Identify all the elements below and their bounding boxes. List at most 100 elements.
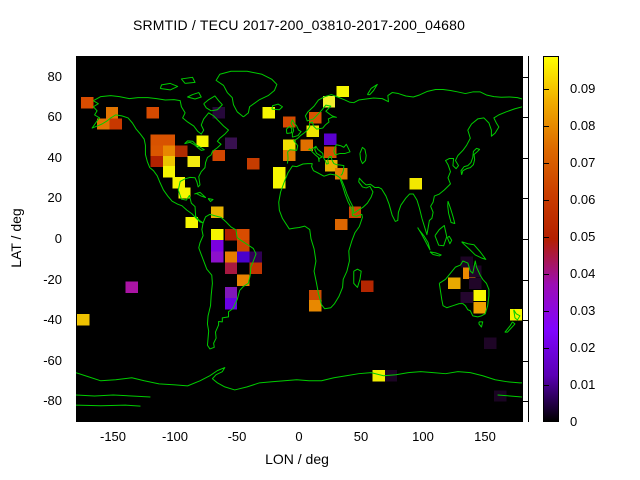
world-heatmap	[76, 56, 523, 421]
y-tick-label: -20	[43, 271, 62, 287]
heatmap-cell	[96, 118, 110, 130]
coastline-path	[76, 395, 150, 397]
heatmap-cell	[473, 302, 486, 314]
heatmap-cell	[162, 146, 175, 158]
coastline-path	[208, 199, 213, 202]
heatmap-cell	[224, 137, 237, 150]
colorbar-tick-label: 0.03	[570, 303, 596, 319]
coastline-path	[447, 237, 451, 245]
heatmap-cell	[325, 160, 338, 172]
coastline-path	[279, 164, 363, 309]
chart-title: SRMTID / TECU 2017-200_03810-2017-200_04…	[132, 17, 466, 33]
right-border-tick-mark	[522, 117, 528, 119]
coastline-path	[272, 104, 283, 110]
heatmap-cell	[246, 158, 260, 170]
coastlines	[76, 72, 522, 407]
heatmap-cell	[212, 107, 225, 119]
heatmap-cell	[212, 150, 225, 162]
heatmap-cell	[162, 156, 175, 168]
coastline-path	[354, 269, 361, 287]
heatmap-cell	[468, 277, 482, 290]
map-plot-area	[75, 56, 524, 422]
coastline-path	[187, 93, 201, 99]
heatmap-cell	[334, 168, 348, 180]
heatmap-cell	[150, 134, 163, 147]
heatmap-cell	[196, 135, 209, 148]
heatmap-cell	[272, 167, 286, 179]
coastline-path	[461, 242, 485, 260]
heatmap-cell	[77, 314, 90, 326]
right-border-tick-mark	[522, 198, 528, 200]
heatmap-cell	[224, 298, 237, 310]
colorbar-tick-label: 0	[570, 414, 578, 430]
y-tick-label: 80	[47, 68, 62, 84]
heatmap-cell	[460, 292, 473, 304]
colorbar-tick-label: 0.06	[570, 192, 596, 208]
heatmap-cell	[282, 150, 296, 162]
colorbar-tick-mark	[543, 384, 549, 386]
coastline-path	[497, 395, 522, 397]
heatmap-cell	[249, 251, 262, 263]
heatmap-cell	[224, 251, 237, 263]
heatmap-cell	[468, 265, 482, 278]
colorbar-tick-mark	[543, 125, 549, 127]
heatmap-cell	[249, 262, 262, 275]
heatmap-cell	[473, 290, 486, 302]
heatmap-cell	[172, 177, 185, 189]
heatmap-cell	[336, 86, 349, 98]
heatmap-cell	[308, 300, 322, 312]
heatmap-cell	[447, 277, 461, 290]
heatmap-cell	[236, 251, 250, 263]
heatmap-cell	[323, 133, 337, 146]
coastline-path	[204, 96, 223, 111]
coastline-path	[194, 193, 205, 198]
heatmap-cell	[493, 390, 507, 402]
coastline-path	[505, 322, 515, 332]
coastline-path	[360, 148, 366, 164]
heatmap-cell	[409, 178, 422, 190]
x-tick-label: 150	[474, 429, 496, 444]
x-tick-label: 0	[295, 429, 303, 444]
colorbar-tick-mark	[543, 347, 549, 349]
right-border-tick-mark	[522, 76, 528, 78]
right-border-tick-mark	[522, 157, 528, 159]
heatmap-cell	[125, 282, 138, 294]
heatmap-cell	[282, 139, 296, 152]
coastline-path	[199, 215, 256, 350]
coastline-path	[287, 90, 522, 164]
coastline-path	[417, 228, 429, 250]
colorbar-tick-mark	[543, 236, 549, 238]
colorbar-tick-label: 0.09	[570, 81, 596, 96]
coastline-path	[160, 84, 177, 90]
colorbar-tick-label: 0.05	[570, 229, 596, 245]
x-axis-label: LON / deg	[265, 451, 329, 467]
right-border-tick-mark	[522, 279, 528, 281]
x-tick-label: -100	[161, 429, 189, 444]
y-tick-label: 60	[47, 109, 62, 125]
heatmap-cell	[236, 240, 250, 252]
heatmap-cell	[483, 337, 497, 350]
heatmap-cell	[323, 147, 337, 159]
coastline-path	[76, 405, 140, 406]
heatmap-cell	[282, 116, 296, 128]
y-tick-label: -40	[43, 312, 62, 328]
y-tick-label: 40	[47, 149, 62, 165]
heatmap-cell	[308, 112, 322, 124]
heatmap-cell	[334, 219, 348, 231]
coastline-path	[291, 120, 301, 137]
colorbar	[542, 56, 559, 422]
coastline-path	[367, 85, 377, 95]
heatmap-cell	[224, 287, 237, 299]
coastline-path	[184, 141, 204, 151]
colorbar-tick-label: 0.08	[570, 118, 596, 134]
coastline-path	[439, 261, 489, 317]
coastline-path	[514, 310, 520, 320]
heatmap-cell	[210, 229, 224, 241]
heatmap-cell	[185, 217, 198, 229]
y-tick-label: -60	[43, 352, 62, 368]
right-border-tick-mark	[522, 239, 528, 240]
heatmap-cell	[210, 240, 224, 252]
heatmap-cell	[322, 96, 335, 108]
coastline-path	[461, 149, 480, 175]
coastline-path	[448, 201, 455, 223]
